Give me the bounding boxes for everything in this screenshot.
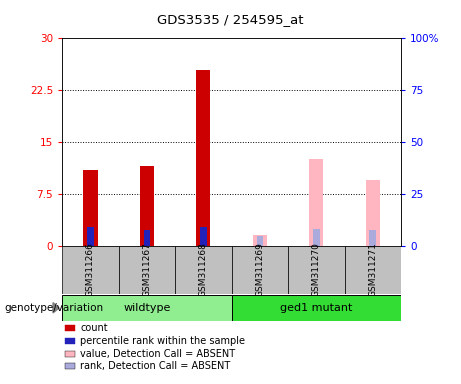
Bar <box>62 246 118 294</box>
Bar <box>253 235 267 246</box>
Bar <box>118 246 175 294</box>
Bar <box>140 166 154 246</box>
Bar <box>87 227 94 246</box>
Bar <box>143 230 150 246</box>
Bar <box>175 246 231 294</box>
Text: rank, Detection Call = ABSENT: rank, Detection Call = ABSENT <box>80 361 230 371</box>
Bar <box>231 246 288 294</box>
Text: GSM311269: GSM311269 <box>255 242 265 297</box>
Text: wildtype: wildtype <box>123 303 171 313</box>
Text: count: count <box>80 323 108 333</box>
Text: GSM311268: GSM311268 <box>199 242 208 297</box>
Bar <box>196 70 211 246</box>
Text: genotype/variation: genotype/variation <box>5 303 104 313</box>
Bar <box>256 237 263 246</box>
Bar <box>62 295 231 321</box>
Bar <box>83 170 98 246</box>
Text: GSM311270: GSM311270 <box>312 242 321 297</box>
Text: GSM311266: GSM311266 <box>86 242 95 297</box>
Bar <box>313 229 320 246</box>
Bar <box>231 295 401 321</box>
Bar <box>288 246 344 294</box>
Bar <box>309 159 324 246</box>
Bar <box>344 246 401 294</box>
Text: GSM311267: GSM311267 <box>142 242 152 297</box>
Bar <box>369 230 376 246</box>
Bar <box>200 227 207 246</box>
Polygon shape <box>53 303 59 313</box>
Text: percentile rank within the sample: percentile rank within the sample <box>80 336 245 346</box>
Bar <box>366 180 380 246</box>
Text: ged1 mutant: ged1 mutant <box>280 303 353 313</box>
Text: GSM311271: GSM311271 <box>368 242 378 297</box>
Text: value, Detection Call = ABSENT: value, Detection Call = ABSENT <box>80 349 235 359</box>
Text: GDS3535 / 254595_at: GDS3535 / 254595_at <box>157 13 304 26</box>
